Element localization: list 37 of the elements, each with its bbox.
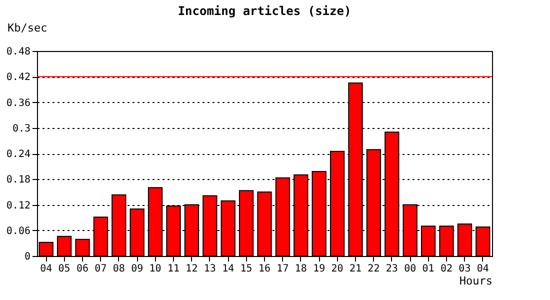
y-tick-label: 0.3	[12, 123, 30, 134]
x-tick-label: 18	[294, 264, 307, 274]
x-tick-label: 14	[222, 264, 234, 274]
x-tick-label: 12	[186, 264, 198, 274]
x-tick-label: 00	[404, 264, 416, 274]
y-tick-label: 0.06	[6, 226, 30, 237]
y-axis-title: Kb/sec	[8, 22, 48, 34]
x-tick-label: 01	[422, 264, 434, 274]
x-tick-label: 06	[76, 264, 89, 274]
y-tick-label: 0.12	[6, 200, 30, 212]
x-tick-label: 22	[368, 264, 380, 274]
x-tick-label: 13	[204, 264, 216, 274]
x-tick-label: 15	[240, 264, 252, 274]
x-tick-label: 04	[476, 264, 489, 274]
x-tick-label: 03	[458, 264, 471, 274]
x-tick-label: 17	[276, 264, 289, 274]
y-tick-label: 0.24	[6, 149, 30, 160]
x-tick-label: 20	[331, 264, 344, 274]
x-tick-label: 10	[149, 264, 162, 274]
x-tick-label: 19	[313, 264, 326, 274]
y-tick-label: 0.42	[6, 72, 30, 84]
x-tick-label: 23	[386, 264, 398, 274]
x-tick-label: 04	[40, 264, 52, 274]
x-tick-label: 09	[131, 264, 144, 274]
x-tick-label: 16	[258, 264, 271, 274]
y-tick-label: 0.18	[6, 174, 30, 186]
x-axis-title: Hours	[459, 274, 492, 288]
y-tick-label: 0	[24, 252, 30, 262]
chart-title: Incoming articles (size)	[178, 4, 352, 18]
x-tick-label: 11	[167, 264, 180, 274]
y-tick-label: 0.48	[6, 46, 30, 58]
x-tick-label: 02	[440, 264, 453, 274]
x-tick-label: 21	[349, 264, 362, 274]
y-tick-label: 0.36	[6, 98, 30, 109]
x-tick-label: 05	[58, 264, 70, 274]
x-tick-label: 08	[112, 264, 125, 274]
x-tick-label: 07	[94, 264, 107, 274]
